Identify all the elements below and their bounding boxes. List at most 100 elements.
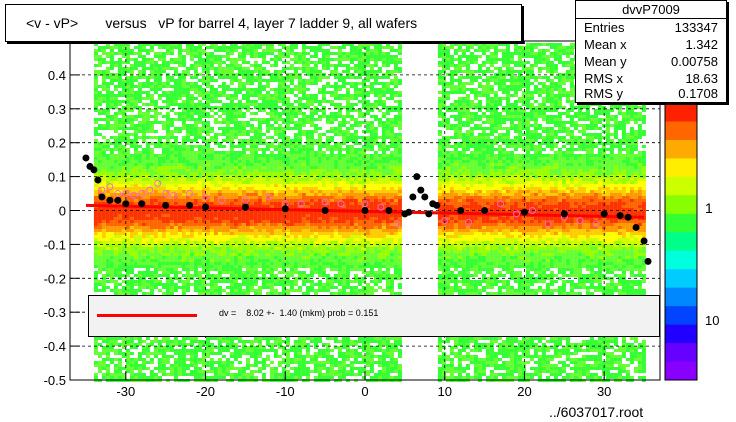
heatmap-cell <box>121 355 126 358</box>
heatmap-cell <box>285 226 290 229</box>
heatmap-cell <box>209 226 214 229</box>
heatmap-cell <box>281 43 286 46</box>
heatmap-cell <box>133 46 138 49</box>
heatmap-cell <box>169 232 174 235</box>
heatmap-cell <box>289 280 294 283</box>
heatmap-cell <box>161 283 166 286</box>
heatmap-cell <box>217 277 222 280</box>
heatmap-cell <box>253 352 258 355</box>
heatmap-cell <box>229 61 234 64</box>
heatmap-cell <box>137 220 142 223</box>
heatmap-cell <box>105 244 110 247</box>
heatmap-cell <box>121 85 126 88</box>
heatmap-cell <box>241 346 246 349</box>
heatmap-cell <box>257 238 262 241</box>
heatmap-cell <box>133 208 138 211</box>
heatmap-cell <box>229 88 234 91</box>
heatmap-cell <box>265 157 270 160</box>
heatmap-cell <box>105 160 110 163</box>
heatmap-cell <box>97 265 102 268</box>
heatmap-cell <box>193 346 198 349</box>
heatmap-cell <box>125 151 130 154</box>
heatmap-cell <box>269 157 274 160</box>
heatmap-cell <box>281 142 286 145</box>
heatmap-cell <box>277 142 282 145</box>
heatmap-cell <box>165 67 170 70</box>
heatmap-cell <box>205 178 210 181</box>
heatmap-cell <box>121 193 126 196</box>
heatmap-cell <box>153 157 158 160</box>
heatmap-cell <box>209 274 214 277</box>
heatmap-cell <box>129 97 134 100</box>
heatmap-cell <box>149 358 154 361</box>
heatmap-cell <box>93 373 98 376</box>
heatmap-cell <box>173 337 178 340</box>
heatmap-cell <box>93 349 98 352</box>
heatmap-cell <box>193 136 198 139</box>
heatmap-cell <box>213 250 218 253</box>
heatmap-cell <box>277 250 282 253</box>
heatmap-cell <box>233 181 238 184</box>
heatmap-cell <box>101 70 106 73</box>
heatmap-cell <box>269 274 274 277</box>
heatmap-cell <box>273 223 278 226</box>
heatmap-cell <box>293 55 298 58</box>
heatmap-cell <box>129 79 134 82</box>
heatmap-cell <box>217 367 222 370</box>
heatmap-cell <box>137 85 142 88</box>
heatmap-cell <box>157 370 162 373</box>
heatmap-cell <box>177 250 182 253</box>
heatmap-cell <box>101 94 106 97</box>
heatmap-cell <box>169 277 174 280</box>
heatmap-cell <box>193 271 198 274</box>
heatmap-cell <box>217 100 222 103</box>
heatmap-cell <box>273 130 278 133</box>
heatmap-cell <box>205 172 210 175</box>
heatmap-cell <box>121 256 126 259</box>
heatmap-cell <box>165 43 170 46</box>
heatmap-cell <box>121 163 126 166</box>
heatmap-cell <box>245 163 250 166</box>
heatmap-cell <box>125 193 130 196</box>
heatmap-cell <box>161 178 166 181</box>
heatmap-cell <box>137 43 142 46</box>
heatmap-cell <box>121 352 126 355</box>
heatmap-cell <box>93 43 98 46</box>
heatmap-cell <box>277 232 282 235</box>
heatmap-cell <box>241 145 246 148</box>
heatmap-cell <box>237 271 242 274</box>
heatmap-cell <box>229 160 234 163</box>
heatmap-cell <box>273 145 278 148</box>
heatmap-cell <box>269 211 274 214</box>
heatmap-cell <box>229 121 234 124</box>
heatmap-cell <box>121 55 126 58</box>
heatmap-cell <box>141 97 146 100</box>
heatmap-cell <box>137 250 142 253</box>
heatmap-cell <box>293 280 298 283</box>
heatmap-cell <box>241 373 246 376</box>
heatmap-cell <box>161 163 166 166</box>
heatmap-cell <box>221 112 226 115</box>
heatmap-cell <box>169 103 174 106</box>
heatmap-cell <box>149 136 154 139</box>
heatmap-cell <box>149 277 154 280</box>
heatmap-cell <box>273 172 278 175</box>
heatmap-cell <box>237 88 242 91</box>
heatmap-cell <box>229 187 234 190</box>
heatmap-cell <box>113 115 118 118</box>
heatmap-cell <box>165 373 170 376</box>
heatmap-cell <box>161 145 166 148</box>
heatmap-cell <box>201 358 206 361</box>
heatmap-cell <box>125 142 130 145</box>
heatmap-cell <box>117 265 122 268</box>
heatmap-cell <box>193 202 198 205</box>
heatmap-cell <box>93 79 98 82</box>
heatmap-cell <box>129 121 134 124</box>
heatmap-cell <box>157 235 162 238</box>
heatmap-cell <box>105 163 110 166</box>
heatmap-cell <box>281 109 286 112</box>
heatmap-cell <box>145 109 150 112</box>
heatmap-cell <box>297 346 302 349</box>
heatmap-cell <box>177 43 182 46</box>
heatmap-cell <box>177 172 182 175</box>
